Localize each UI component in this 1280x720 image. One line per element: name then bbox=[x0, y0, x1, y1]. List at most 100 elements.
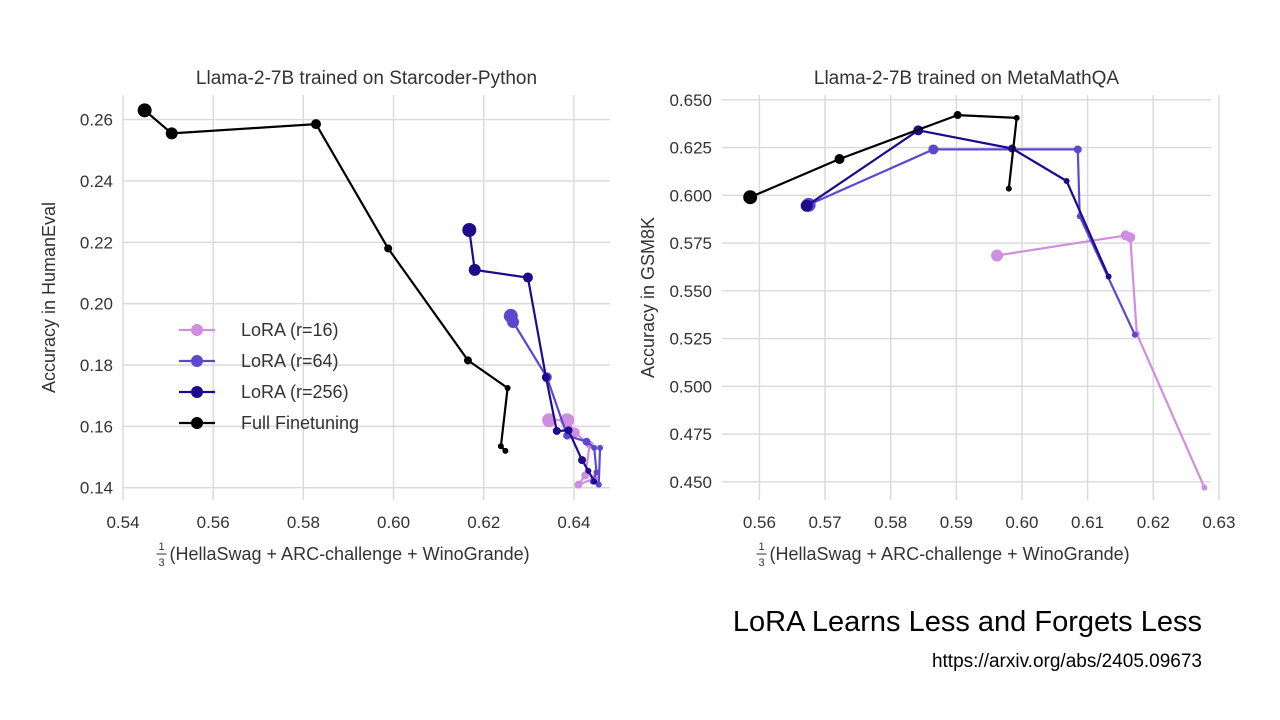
data-point bbox=[582, 437, 591, 446]
data-point bbox=[1125, 232, 1136, 243]
legend-label: LoRA (r=16) bbox=[241, 320, 339, 340]
data-point bbox=[800, 199, 813, 212]
x-label-numerator: 1 bbox=[158, 541, 164, 553]
x-tick-label: 0.57 bbox=[809, 513, 842, 532]
data-point bbox=[384, 244, 393, 253]
y-tick-label: 0.14 bbox=[80, 479, 113, 498]
y-tick-label: 0.525 bbox=[669, 330, 712, 349]
data-point bbox=[507, 316, 520, 329]
x-tick-label: 0.60 bbox=[1005, 513, 1038, 532]
legend-swatch-marker bbox=[191, 417, 203, 429]
x-tick-label: 0.56 bbox=[743, 513, 776, 532]
y-tick-label: 0.450 bbox=[669, 473, 712, 492]
y-tick-label: 0.600 bbox=[669, 186, 712, 205]
legend-label: LoRA (r=256) bbox=[241, 382, 349, 402]
data-point bbox=[541, 373, 550, 382]
x-tick-label: 0.60 bbox=[377, 513, 410, 532]
series-line bbox=[143, 109, 509, 452]
y-tick-label: 0.500 bbox=[669, 377, 712, 396]
legend-label: Full Finetuning bbox=[241, 413, 359, 433]
chart-title: Llama-2-7B trained on MetaMathQA bbox=[814, 68, 1120, 89]
x-label-numerator: 1 bbox=[758, 541, 764, 553]
legend-swatch-marker bbox=[191, 355, 203, 367]
data-point bbox=[991, 249, 1004, 262]
data-point bbox=[1013, 114, 1020, 121]
y-tick-label: 0.475 bbox=[669, 425, 712, 444]
data-point bbox=[504, 385, 511, 392]
series-lora256 bbox=[462, 223, 598, 485]
data-point bbox=[310, 119, 321, 130]
x-label-denominator: 3 bbox=[158, 557, 164, 569]
data-point bbox=[165, 127, 178, 140]
y-axis-label: Accuracy in GSM8K bbox=[638, 217, 658, 378]
data-point bbox=[953, 111, 962, 120]
x-axis-label: (HellaSwag + ARC-challenge + WinoGrande) bbox=[170, 544, 530, 564]
y-tick-label: 0.22 bbox=[80, 233, 113, 252]
data-point bbox=[502, 447, 509, 454]
x-tick-label: 0.61 bbox=[1071, 513, 1104, 532]
data-point bbox=[462, 223, 477, 237]
x-tick-label: 0.56 bbox=[197, 513, 230, 532]
y-tick-label: 0.625 bbox=[669, 139, 712, 158]
data-point bbox=[591, 444, 598, 451]
series-full bbox=[137, 103, 511, 454]
data-point bbox=[564, 426, 573, 435]
y-tick-label: 0.16 bbox=[80, 417, 113, 436]
x-tick-label: 0.58 bbox=[874, 513, 907, 532]
data-point bbox=[497, 443, 504, 450]
series-line bbox=[749, 113, 1018, 199]
legend-swatch-marker bbox=[191, 386, 203, 398]
y-tick-label: 0.24 bbox=[80, 172, 113, 191]
data-point bbox=[522, 272, 533, 283]
humaneval-chart: 0.14 0.16 0.18 0.20 0.22 0.24 0.26 0.54 0.56 0.58… bbox=[39, 68, 610, 569]
legend-swatch-marker bbox=[191, 324, 203, 336]
data-point bbox=[595, 481, 602, 488]
data-point bbox=[585, 467, 592, 474]
data-point bbox=[1105, 273, 1112, 280]
y-tick-label: 0.650 bbox=[669, 91, 712, 110]
data-point bbox=[542, 413, 557, 428]
x-axis-label: (HellaSwag + ARC-challenge + WinoGrande) bbox=[770, 544, 1130, 564]
data-point bbox=[574, 480, 583, 489]
data-point bbox=[597, 444, 604, 451]
x-tick-label: 0.63 bbox=[1202, 513, 1235, 532]
data-point bbox=[578, 456, 587, 465]
series-line bbox=[806, 129, 1110, 277]
x-tick-label: 0.64 bbox=[557, 513, 590, 532]
x-tick-label: 0.54 bbox=[106, 513, 139, 532]
y-axis-label: Accuracy in HumanEval bbox=[39, 202, 59, 393]
legend-label: LoRA (r=64) bbox=[241, 351, 339, 371]
y-tick-label: 0.550 bbox=[669, 282, 712, 301]
y-tick-label: 0.575 bbox=[669, 234, 712, 253]
x-tick-label: 0.58 bbox=[287, 513, 320, 532]
data-point bbox=[137, 103, 152, 118]
data-point bbox=[593, 469, 600, 476]
y-tick-label: 0.26 bbox=[80, 111, 113, 130]
paper-link[interactable]: https://arxiv.org/abs/2405.09673 bbox=[931, 651, 1202, 672]
gsm8k-chart: 0.450 0.475 0.500 0.525 0.550 0.575 0.600 0.625… bbox=[638, 68, 1235, 569]
data-point bbox=[743, 190, 758, 205]
data-point bbox=[1063, 177, 1070, 184]
data-point bbox=[1201, 484, 1208, 491]
data-point bbox=[928, 144, 939, 155]
x-tick-label: 0.62 bbox=[1137, 513, 1170, 532]
data-point bbox=[1131, 331, 1138, 338]
y-tick-label: 0.18 bbox=[80, 356, 113, 375]
data-point bbox=[468, 263, 481, 276]
series-lora16 bbox=[991, 230, 1208, 491]
data-point bbox=[834, 153, 845, 164]
series-line bbox=[996, 234, 1206, 489]
data-point bbox=[552, 426, 561, 435]
data-point bbox=[591, 478, 598, 485]
data-point bbox=[1005, 185, 1012, 192]
x-tick-label: 0.59 bbox=[940, 513, 973, 532]
x-tick-label: 0.62 bbox=[467, 513, 500, 532]
series-full bbox=[743, 111, 1020, 205]
slide-title: LoRA Learns Less and Forgets Less bbox=[732, 606, 1202, 638]
y-tick-label: 0.20 bbox=[80, 295, 113, 314]
data-point bbox=[1073, 145, 1082, 154]
data-point bbox=[463, 356, 472, 365]
chart-title: Llama-2-7B trained on Starcoder-Python bbox=[196, 68, 537, 89]
x-label-denominator: 3 bbox=[758, 557, 764, 569]
